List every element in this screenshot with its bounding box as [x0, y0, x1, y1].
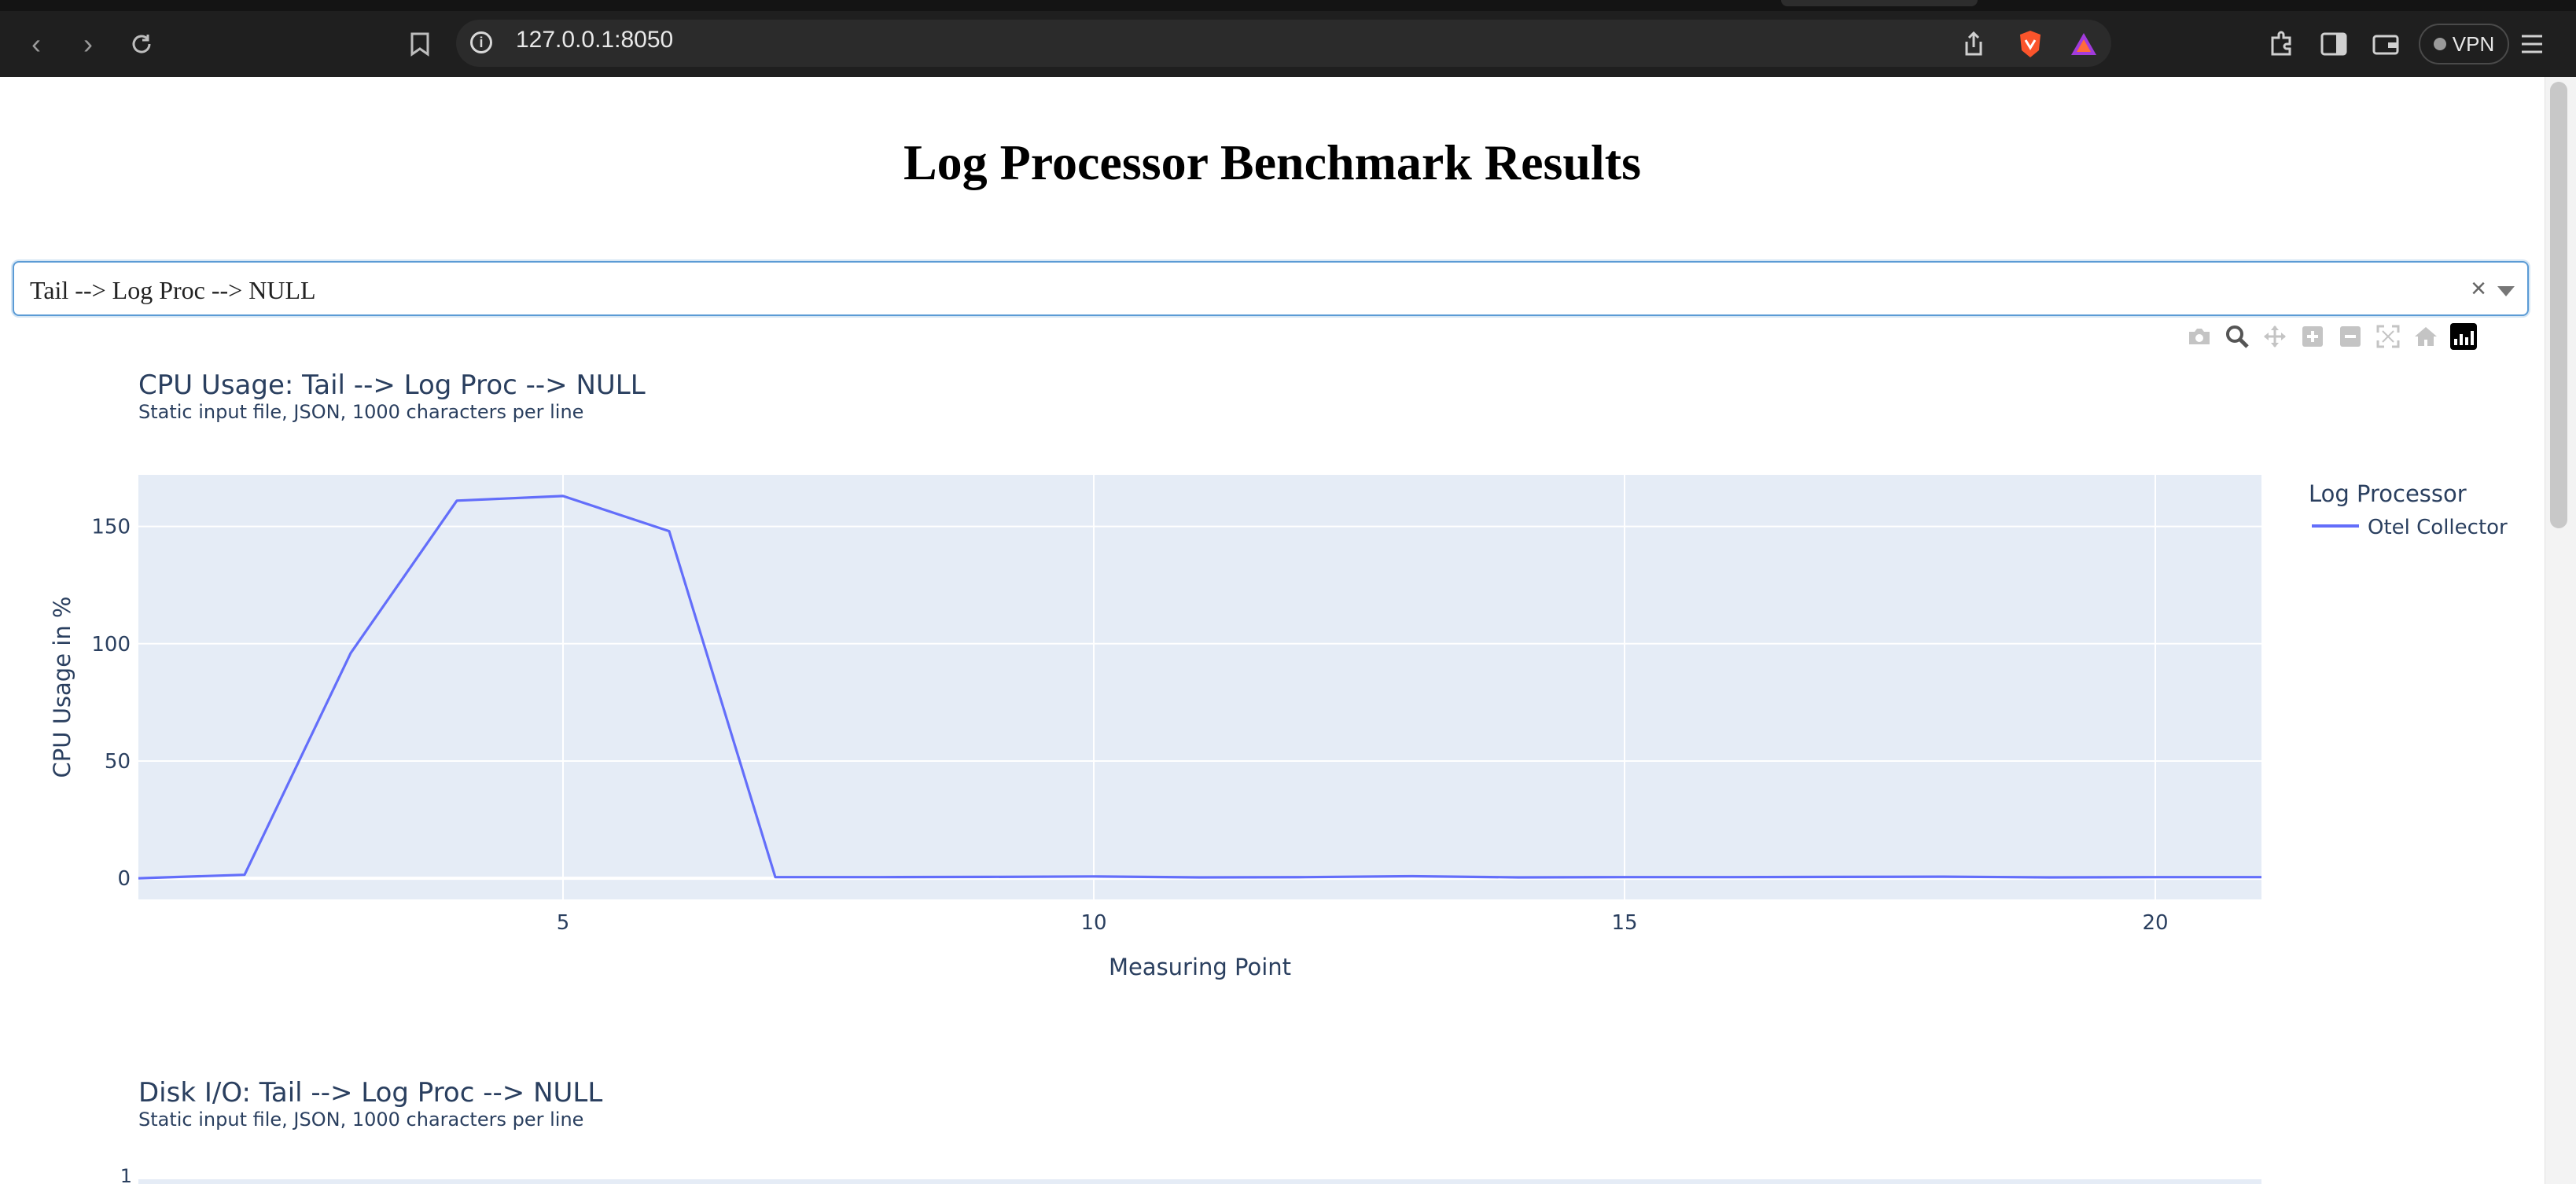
brave-shield-icon[interactable]	[2008, 22, 2052, 66]
y-axis-label: CPU Usage in %	[49, 597, 75, 778]
page-scrollbar-thumb[interactable]	[2550, 82, 2567, 528]
y-tick-label: 50	[105, 750, 131, 774]
page-title: Log Processor Benchmark Results	[903, 134, 1642, 190]
reload-icon[interactable]	[120, 22, 164, 66]
series-line-otel-collector[interactable]	[138, 495, 2261, 880]
bookmark-icon[interactable]	[398, 22, 442, 66]
zoom-icon[interactable]	[2224, 323, 2250, 350]
y-tick-label: 100	[91, 633, 131, 656]
camera-icon[interactable]	[2186, 323, 2213, 350]
forward-icon[interactable]: ›	[83, 28, 93, 60]
scenario-dropdown[interactable]: Tail --> Log Proc --> NULL ×	[13, 261, 2529, 316]
legend-item-otel-collector[interactable]: Otel Collector	[2368, 516, 2508, 539]
cpu-chart-subtitle: Static input file, JSON, 1000 characters…	[138, 401, 584, 423]
wallet-icon[interactable]	[2364, 22, 2408, 66]
x-axis-label: Measuring Point	[1109, 954, 1291, 980]
y-tick-label: 150	[91, 516, 131, 539]
share-icon[interactable]	[1952, 22, 1996, 66]
cpu-chart-title: CPU Usage: Tail --> Log Proc --> NULL	[138, 370, 646, 401]
plotly-logo[interactable]	[2450, 323, 2477, 350]
pan-icon[interactable]	[2261, 323, 2288, 350]
reset-axes-icon[interactable]	[2412, 323, 2439, 350]
disk-io-chart[interactable]: 1	[0, 1153, 2545, 1184]
autoscale-icon[interactable]	[2375, 323, 2401, 350]
brave-rewards-icon[interactable]	[2062, 22, 2106, 66]
browser-tab-strip	[0, 0, 2576, 11]
clear-selection-icon[interactable]: ×	[2471, 274, 2486, 303]
extensions-icon[interactable]	[2260, 22, 2304, 66]
legend-title: Log Processor	[2309, 480, 2467, 507]
menu-icon[interactable]	[2510, 22, 2554, 66]
url-text[interactable]: 127.0.0.1:8050	[516, 27, 674, 53]
y-tick-label: 0	[117, 867, 131, 891]
back-icon[interactable]: ‹	[31, 28, 41, 60]
disk-chart-subtitle: Static input file, JSON, 1000 characters…	[138, 1109, 584, 1131]
plot-area[interactable]	[138, 475, 2261, 899]
plot-modebar	[2186, 321, 2477, 352]
x-tick-label: 5	[557, 911, 570, 935]
sidebar-icon[interactable]	[2312, 22, 2356, 66]
vpn-button[interactable]: VPN	[2419, 24, 2509, 64]
site-info-icon[interactable]: i	[470, 31, 492, 53]
y-axis-ticks: 0 50 100 150	[91, 516, 131, 892]
vpn-status-icon	[2433, 38, 2446, 50]
chevron-down-icon[interactable]	[2497, 286, 2515, 296]
zoom-in-icon[interactable]	[2299, 323, 2326, 350]
x-tick-label: 20	[2142, 911, 2168, 935]
cpu-usage-chart[interactable]: 5 10 15 20 0 50 100 150 Measuring Point CPU Us…	[0, 440, 2545, 1038]
x-tick-label: 10	[1080, 911, 1106, 935]
disk-chart-title: Disk I/O: Tail --> Log Proc --> NULL	[138, 1077, 603, 1109]
vpn-label: VPN	[2452, 31, 2495, 56]
address-bar[interactable]	[456, 20, 2111, 67]
disk-y-tick-label: 1	[120, 1165, 132, 1184]
scenario-dropdown-value: Tail --> Log Proc --> NULL	[30, 276, 316, 304]
zoom-out-icon[interactable]	[2337, 323, 2364, 350]
x-axis-ticks: 5 10 15 20	[557, 911, 2169, 935]
disk-plot-area[interactable]	[138, 1179, 2261, 1184]
browser-tab[interactable]	[1781, 0, 1978, 6]
x-tick-label: 15	[1611, 911, 1637, 935]
